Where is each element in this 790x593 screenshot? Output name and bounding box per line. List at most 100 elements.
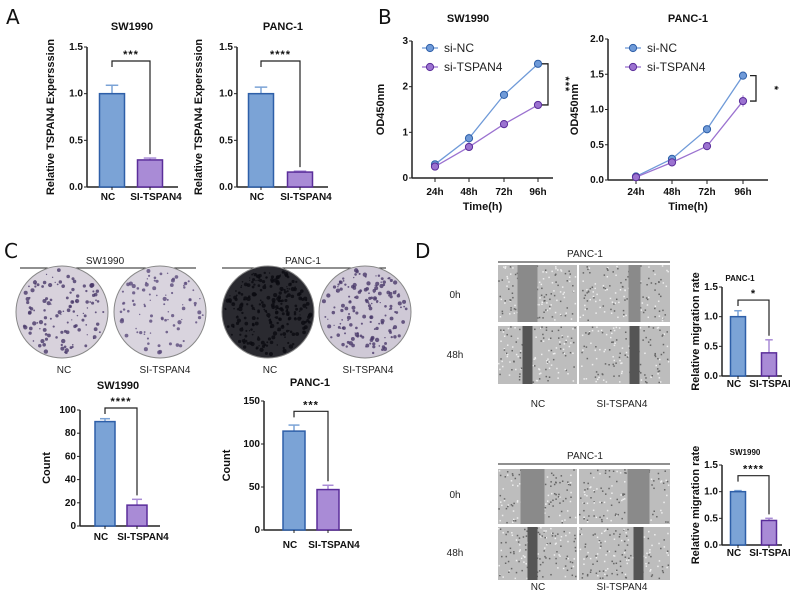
cell-speckle — [625, 472, 627, 474]
cell-speckle — [518, 560, 520, 563]
cell-speckle — [506, 471, 509, 473]
cell-speckle — [617, 544, 620, 546]
colony — [368, 306, 373, 311]
cell-speckle — [574, 534, 576, 537]
cell-speckle — [615, 274, 617, 277]
y-tick-label: 1.5 — [219, 42, 233, 53]
colony — [159, 272, 163, 276]
cell-speckle — [499, 474, 502, 477]
cell-speckle — [511, 349, 513, 352]
cell-speckle — [604, 469, 607, 472]
cell-speckle — [609, 285, 611, 287]
cell-speckle — [610, 329, 612, 332]
cell-speckle — [549, 542, 552, 545]
cell-speckle — [517, 337, 519, 340]
cell-speckle — [505, 541, 507, 544]
colony — [350, 336, 355, 341]
colony — [288, 329, 290, 332]
y-tick-label: 60 — [65, 451, 77, 462]
cell-speckle — [559, 300, 562, 303]
colony — [270, 323, 275, 329]
cell-speckle — [518, 473, 521, 476]
cell-speckle — [589, 287, 592, 290]
colony — [85, 324, 88, 326]
cell-speckle — [579, 528, 581, 530]
cell-speckle — [570, 474, 572, 477]
colony — [264, 351, 268, 355]
cell-speckle — [648, 326, 650, 328]
cell-speckle — [595, 572, 598, 575]
cell-speckle — [589, 557, 592, 560]
cell-speckle — [658, 370, 661, 372]
row-label-0h: 0h — [449, 490, 460, 501]
colony — [279, 286, 284, 291]
colony — [171, 291, 174, 295]
colony — [192, 289, 195, 292]
colony — [372, 345, 376, 349]
cell-speckle — [544, 506, 547, 509]
colony — [45, 297, 49, 301]
colony — [348, 295, 351, 298]
cell-speckle — [598, 541, 600, 543]
cell-speckle — [574, 327, 576, 329]
cell-speckle — [615, 530, 617, 532]
colony — [45, 273, 48, 276]
cell-speckle — [657, 370, 660, 373]
colony — [251, 280, 254, 284]
cell-speckle — [582, 280, 584, 282]
cell-speckle — [581, 365, 583, 367]
colony — [249, 277, 251, 279]
cell-speckle — [503, 348, 506, 350]
cell-speckle — [602, 284, 605, 287]
cell-speckle — [618, 501, 620, 504]
cell-speckle — [552, 353, 555, 355]
cell-speckle — [555, 542, 557, 545]
colony — [240, 286, 242, 289]
colony — [71, 287, 75, 292]
colony — [336, 290, 338, 293]
colony — [81, 318, 85, 322]
cell-speckle — [603, 286, 605, 289]
cell-speckle — [555, 347, 558, 349]
bar-nc — [282, 430, 306, 531]
colony — [265, 344, 269, 347]
colony — [243, 298, 245, 301]
colony — [174, 275, 179, 279]
colony — [238, 306, 240, 308]
chart-title: PANC-1 — [290, 377, 330, 389]
cell-speckle — [566, 307, 569, 309]
colony — [146, 278, 149, 280]
cell-speckle — [509, 313, 511, 315]
cell-speckle — [621, 362, 623, 364]
cell-speckle — [608, 349, 611, 351]
colony — [194, 304, 197, 307]
colony — [66, 274, 70, 279]
cell-speckle — [565, 497, 567, 500]
cell-speckle — [603, 274, 606, 276]
cell-speckle — [562, 352, 565, 354]
cell-speckle — [586, 288, 588, 291]
cell-speckle — [662, 282, 665, 284]
colony — [233, 307, 235, 310]
cell-speckle — [608, 469, 611, 472]
colony — [286, 275, 290, 279]
colony — [165, 294, 167, 296]
cell-speckle — [662, 571, 665, 574]
colony — [36, 283, 40, 287]
colony — [354, 332, 356, 334]
y-tick-label: 1.5 — [704, 282, 718, 293]
cell-speckle — [540, 294, 543, 297]
colony — [278, 299, 282, 303]
cell-speckle — [603, 501, 606, 504]
colony — [351, 305, 356, 310]
colony — [98, 331, 101, 334]
cell-speckle — [505, 352, 508, 355]
cell-speckle — [650, 568, 652, 571]
cell-speckle — [619, 359, 621, 362]
colony — [153, 279, 156, 282]
bar-nc — [98, 92, 126, 188]
y-tick-label: 100 — [243, 439, 260, 450]
cell-speckle — [510, 307, 512, 309]
